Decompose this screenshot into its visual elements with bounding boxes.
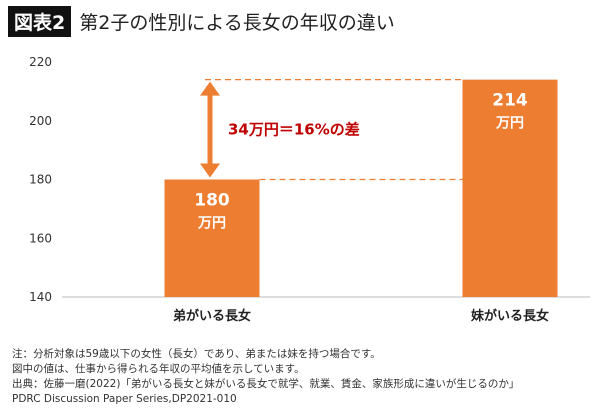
- data-label-value: 214: [492, 91, 528, 111]
- x-tick-label: 弟がいる長女: [173, 308, 251, 324]
- note-line: PDRC Discussion Paper Series,DP2021-010: [12, 393, 237, 405]
- y-tick-label: 140: [29, 290, 52, 304]
- note-line: 図中の値は、仕事から得られる年収の平均値を示しています。: [12, 363, 305, 375]
- arrow-head-up: [200, 81, 220, 96]
- data-label-unit: 万円: [495, 116, 524, 132]
- bar: [164, 179, 260, 297]
- difference-annotation: 34万円＝16%の差: [228, 121, 360, 139]
- bar: [462, 79, 558, 297]
- figure-badge: 図表2: [8, 6, 72, 37]
- note-line: 注：分析対象は59歳以下の女性（長女）であり、弟または妹を持つ場合です。: [12, 348, 381, 360]
- data-label-value: 180: [194, 191, 230, 211]
- notes: 注：分析対象は59歳以下の女性（長女）であり、弟または妹を持つ場合です。 図中の…: [12, 347, 519, 407]
- y-tick-label: 220: [29, 55, 52, 69]
- x-tick-label: 妹がいる長女: [470, 308, 549, 324]
- header: 図表2 第2子の性別による長女の年収の違い: [8, 6, 395, 37]
- y-tick-label: 200: [29, 114, 52, 128]
- y-tick-label: 180: [29, 173, 52, 187]
- data-label-unit: 万円: [197, 216, 226, 232]
- y-tick-label: 160: [29, 231, 52, 245]
- note-line: 出典：佐藤一磨(2022)「弟がいる長女と妹がいる長女で就学、就業、賃金、家族形…: [12, 378, 520, 390]
- arrow-head-down: [200, 163, 220, 178]
- chart-title: 第2子の性別による長女の年収の違い: [79, 12, 395, 34]
